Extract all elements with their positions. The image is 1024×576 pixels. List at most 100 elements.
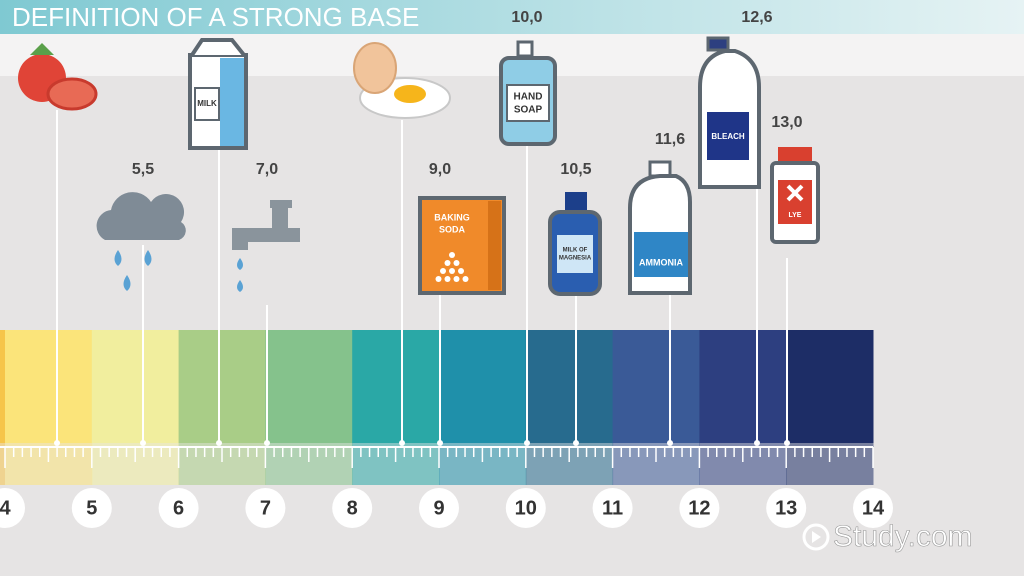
egg-shell (353, 42, 397, 94)
bar-segment (91, 330, 180, 443)
bleach-cap (706, 36, 730, 52)
magnesia-cap (565, 192, 587, 214)
pointer-dot (264, 440, 270, 446)
soda-dot (462, 276, 469, 282)
scale-label: 5 (86, 497, 97, 519)
soda-dot (453, 276, 460, 282)
scale-label: 12 (688, 497, 710, 519)
ph-label: 10,5 (560, 161, 591, 178)
scale-label: 8 (347, 497, 358, 519)
icon-label: SODA (439, 224, 466, 234)
pointer-dot (754, 440, 760, 446)
ph-label: 10,0 (511, 9, 542, 26)
soda-dot (453, 260, 460, 266)
bar-segment (699, 330, 787, 443)
scale-circle (679, 488, 720, 528)
ph-label: 11,6 (655, 131, 685, 148)
soda-dot (458, 268, 464, 274)
magnesia-label-box (557, 235, 593, 273)
scale-label: 4 (0, 497, 11, 519)
cloud (96, 192, 186, 240)
pointer-dot (667, 440, 673, 446)
lye-cap (778, 147, 812, 163)
pointer-dot (573, 440, 579, 446)
icon-label: LYE (789, 212, 802, 219)
title-bar (0, 0, 1024, 34)
ph-label: 5,5 (132, 161, 154, 178)
soda-dot (444, 276, 451, 282)
scale-circle (71, 488, 112, 528)
icon-label: SOAP (514, 105, 543, 116)
ph-label: 7,0 (256, 161, 278, 178)
ph-label: 13,0 (771, 114, 802, 131)
ammonia-band (634, 232, 688, 277)
drop (237, 280, 243, 292)
drop (237, 258, 243, 270)
egg-yolk (394, 85, 426, 103)
raindrop (114, 250, 122, 266)
milk-label: MILK (197, 99, 217, 108)
soda-dot (449, 268, 455, 274)
bar-segment (0, 330, 5, 443)
scale-label: 9 (433, 497, 444, 519)
soda-side (488, 201, 501, 290)
lye-cross (786, 184, 804, 202)
title: DEFINITION OF A STRONG BASE (12, 2, 419, 32)
scale-circle (245, 488, 286, 528)
bar-segment (5, 330, 93, 443)
scale-circle (419, 488, 459, 528)
ruler-segment (0, 443, 5, 485)
soda-dot (435, 276, 442, 282)
ammonia-cap (648, 160, 672, 178)
icon-label: MILK OF (563, 248, 588, 254)
soda-dot (449, 252, 455, 258)
soda-dot (440, 268, 446, 274)
bar-segment (352, 330, 440, 443)
pointer-dot (399, 440, 405, 446)
bar-segment (265, 330, 353, 443)
icon-label: MAGNESIA (559, 256, 592, 262)
pointer-dot (54, 440, 60, 446)
scale-circle (766, 488, 807, 528)
raindrop (144, 250, 152, 266)
scale-circle (158, 488, 199, 528)
scale-circle (0, 488, 25, 528)
tomato-slice (46, 77, 98, 111)
milk-top (190, 38, 246, 57)
ph-label: 9,0 (429, 161, 451, 178)
tomato-leaf (30, 43, 54, 55)
bar-segment (525, 330, 614, 443)
raindrop (123, 275, 131, 291)
bar-segment (612, 330, 700, 443)
milk-side (220, 58, 244, 146)
icon-label: HAND (514, 92, 543, 103)
lye-label-box (778, 180, 812, 224)
icon-label: BAKING (434, 212, 470, 222)
watermark: Study.com (833, 520, 973, 553)
scale-label: 13 (775, 497, 797, 519)
milk-label-box (194, 87, 220, 121)
soap-label-box (506, 84, 550, 122)
icon-label: BLEACH (711, 132, 745, 141)
tap-handle (270, 200, 292, 208)
pointer-dot (784, 440, 790, 446)
watermark-icon (802, 523, 830, 551)
scale-label: 6 (173, 497, 184, 519)
pointer-dot (140, 440, 146, 446)
ph-label: 12,6 (741, 9, 772, 26)
watermark-play (812, 531, 821, 543)
scale-circle (592, 488, 633, 528)
pointer-dot (216, 440, 222, 446)
bleach-label-box (707, 112, 749, 160)
icon-label: AMMONIA (639, 257, 683, 267)
scale-circle (853, 488, 893, 528)
bar-segment (178, 330, 266, 443)
pointer-dot (437, 440, 443, 446)
scale-label: 14 (862, 497, 885, 519)
scale-circle (332, 488, 373, 528)
scale-label: 10 (515, 497, 537, 519)
bar-segment (786, 330, 874, 443)
soap-pump (516, 40, 534, 58)
scale-label: 11 (602, 497, 623, 519)
